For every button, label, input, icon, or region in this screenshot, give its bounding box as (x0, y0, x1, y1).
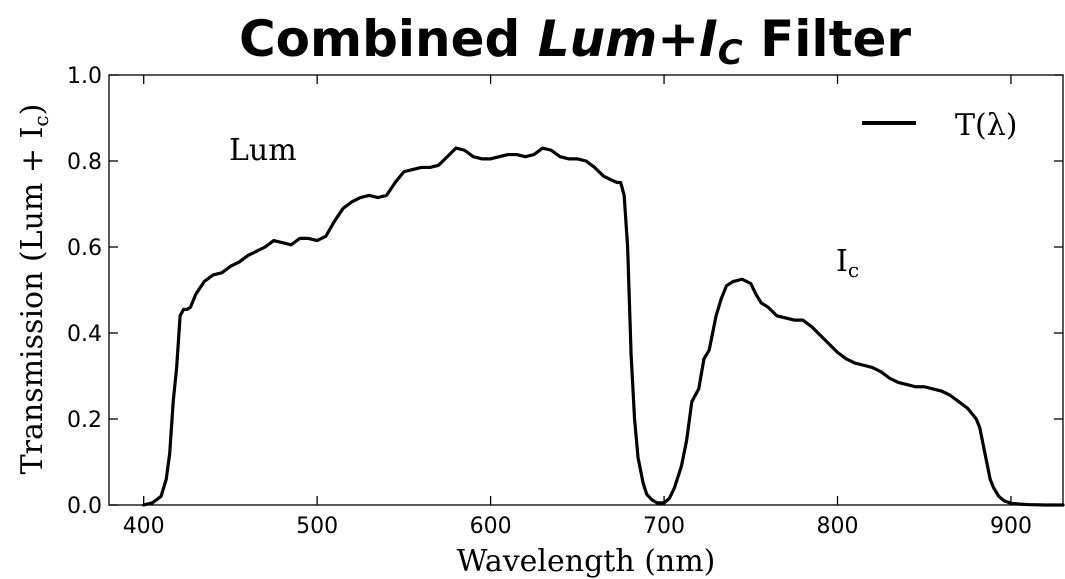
y-axis-label: Transmission (Lum + Ic) (15, 104, 53, 475)
plot-frame (108, 74, 1064, 506)
y-tick-label: 0.4 (67, 322, 102, 347)
x-tick-label: 500 (296, 514, 338, 539)
series-line-0 (142, 146, 1065, 507)
plot-area: 400 500 600 700 800 900 0.0 0.2 0.4 0.6 0.8 1.0 (67, 64, 1064, 539)
chart-title-main: Lum+I (538, 10, 718, 68)
y-tick-label: 0.8 (67, 150, 102, 175)
x-axis-label: Wavelength (nm) (457, 544, 716, 579)
chart-title-suffix: Filter (743, 10, 912, 68)
y-axis-label-sub: c (29, 115, 53, 126)
x-tick-label: 900 (990, 514, 1032, 539)
y-axis-label-main: Transmission (Lum + I (15, 127, 50, 475)
x-tick-label: 400 (123, 514, 165, 539)
chart-title: Combined Lum+IC Filter (239, 10, 911, 73)
x-tick-label: 600 (470, 514, 512, 539)
chart-marks (142, 146, 1065, 507)
annotation-ic-sub: c (848, 258, 859, 282)
chart-title-sub: C (718, 33, 743, 73)
annotation-ic: Ic (836, 244, 859, 282)
x-tick-label: 800 (817, 514, 859, 539)
y-axis-label-end: ) (15, 104, 50, 116)
legend-label: T(λ) (955, 108, 1017, 143)
y-tick-label: 0.0 (67, 494, 102, 519)
x-tick-label: 700 (643, 514, 685, 539)
annotation-lum: Lum (229, 133, 297, 168)
annotation-ic-main: I (836, 244, 848, 279)
chart-title-prefix: Combined (239, 10, 538, 68)
legend: T(λ) (862, 108, 1017, 143)
y-tick-label: 0.2 (67, 408, 102, 433)
y-tick-label: 0.6 (67, 236, 102, 261)
y-tick-label: 1.0 (67, 64, 102, 89)
